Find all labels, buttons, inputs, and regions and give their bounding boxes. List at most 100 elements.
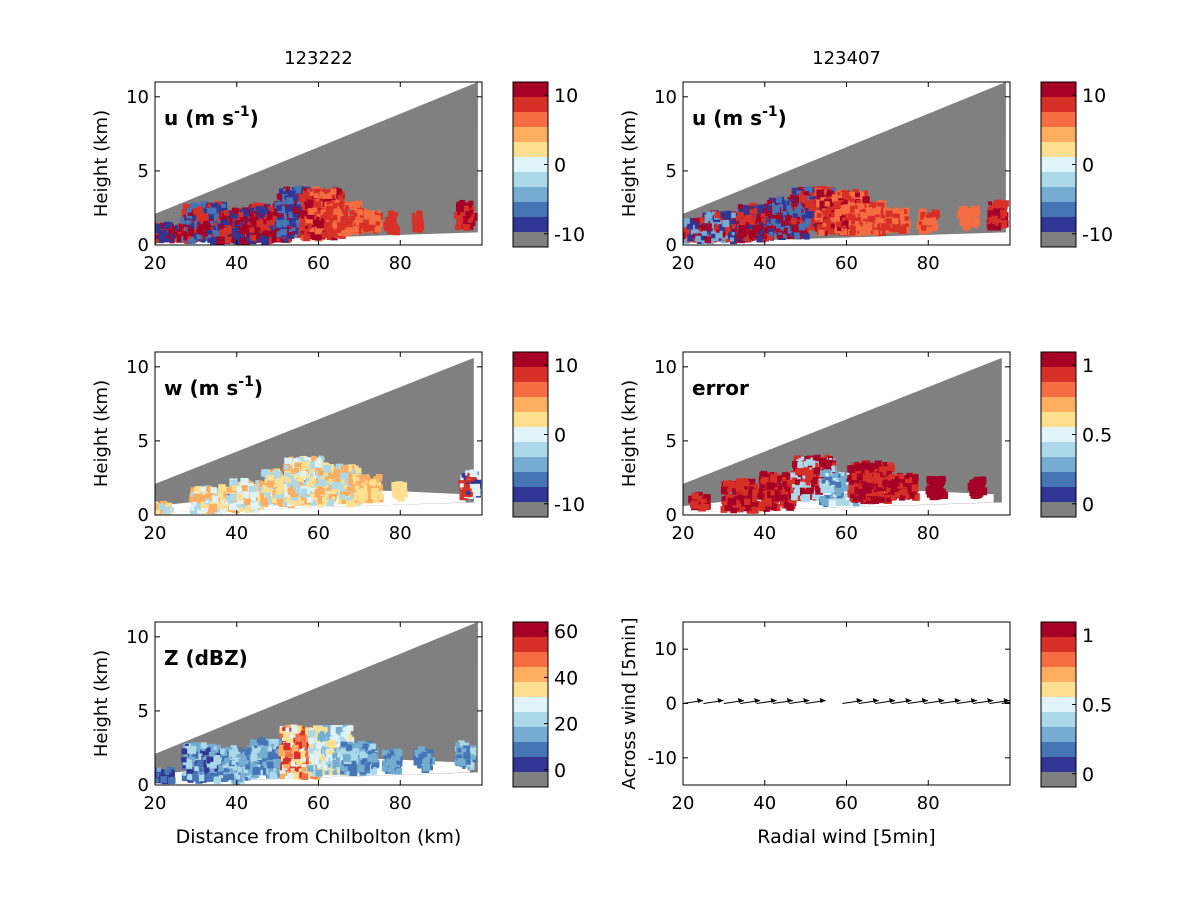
colorbar-band [513,232,548,248]
colorbar-tick-label: 0 [554,760,566,782]
colorbar-tick-label: 0.5 [1082,695,1112,717]
colorbar-band [513,142,548,158]
colorbar-band [1041,712,1076,728]
y-tick-label: 10 [126,87,149,108]
wind-arrow-head [856,698,863,703]
wind-arrow-head [938,698,945,703]
panel-label-main: error [692,376,749,400]
colorbar-band [513,442,548,458]
panel-label-main: u (m s [692,106,762,130]
panel-label-close: ) [250,106,259,130]
plot-area [155,357,482,515]
colorbar-band [513,367,548,383]
x-axis-label: Distance from Chilbolton (km) [176,826,462,848]
echo-cell [391,481,409,502]
colorbar-band [1041,412,1076,428]
plot-area [683,357,1002,514]
colorbar-band [1041,217,1076,233]
panel-label-close: ) [254,376,263,400]
colorbar-band [513,742,548,758]
panel-label-main: u (m s [164,106,234,130]
panel-w-123222: 20 40 60 80 0 5 10 Height (km) w (m s-1) 10 0 -10 [91,351,585,544]
echo-cell [155,221,183,245]
colorbar-band [1041,502,1076,518]
wind-arrow-head [737,698,744,703]
colorbar-band [513,172,548,188]
colorbar-band [513,412,548,428]
echo-cell [916,208,940,235]
echo-cell [413,746,436,773]
colorbar-band [513,382,548,398]
scan-wedge [683,82,1006,243]
colorbar-tick-label: 0 [1082,155,1094,177]
panel-u-123407: 123407 20 40 60 80 0 5 10 Height (km) u (m s-1) 10… [619,48,1113,274]
colorbar: 10 0 -10 [512,81,585,248]
colorbar-band [513,727,548,743]
colorbar-band [1041,472,1076,488]
colorbar-band [513,82,548,98]
colorbar-tick-label: -10 [554,494,585,516]
colorbar-band [1041,742,1076,758]
colorbar-band [513,457,548,473]
colorbar-band [513,712,548,728]
y-tick-label: 10 [654,357,677,378]
colorbar-band [1041,487,1076,503]
colorbar-band [1041,82,1076,98]
x-tick-label: 40 [753,253,776,274]
x-tick-label: 60 [307,523,330,544]
echo-cell [967,476,988,499]
colorbar-band [1041,652,1076,668]
scan-wedge [155,622,478,783]
echo-cell [225,477,265,514]
panel-label-main: w (m s [164,376,238,400]
colorbar-band [513,682,548,698]
colorbar-band [1041,112,1076,128]
colorbar-band [513,187,548,203]
x-tick-label: 80 [389,523,412,544]
plot-area [155,622,478,785]
echo-cell [957,205,981,231]
colorbar-band [1041,97,1076,113]
y-tick-label: 0 [666,694,677,715]
echo-cell [986,199,1009,231]
colorbar-band [1041,457,1076,473]
colorbar: 10.50 [1040,621,1112,788]
y-tick-label: -10 [648,748,677,769]
x-tick-label: 60 [307,253,330,274]
colorbar-band [513,652,548,668]
colorbar-tick-label: 1 [1082,355,1094,377]
colorbar-tick-label: 40 [554,667,578,689]
colorbar-band [513,637,548,653]
x-tick-label: 40 [753,523,776,544]
y-tick-label: 5 [138,161,149,182]
colorbar-tick-label: 0 [1082,494,1094,516]
y-tick-label: 0 [666,505,677,526]
x-tick-label: 80 [917,253,940,274]
panel-label: Z (dBZ) [164,646,248,670]
y-tick-label: 5 [138,431,149,452]
colorbar-band [1041,427,1076,443]
colorbar-band [1041,232,1076,248]
colorbar-band [513,502,548,518]
echo-cell [181,742,228,784]
colorbar-band [1041,442,1076,458]
colorbar-band [513,472,548,488]
colorbar-tick-label: 0 [554,425,566,447]
colorbar-band [513,127,548,143]
colorbar-tick-label: 10 [554,355,578,377]
wind-arrow-head [819,698,826,703]
echo-cell [411,210,425,233]
x-tick-label: 20 [672,793,695,814]
x-tick-label: 20 [144,523,167,544]
colorbar-band [513,397,548,413]
wind-arrow-head [1016,698,1022,703]
colorbar-band [1041,187,1076,203]
colorbar-band [1041,127,1076,143]
colorbar: 10 0 -10 [512,351,585,518]
echo-cell [736,202,777,243]
echo-cell [880,207,912,234]
y-tick-label: 0 [138,505,149,526]
wind-arrow-head [803,698,810,703]
x-tick-label: 40 [753,793,776,814]
colorbar-band [513,112,548,128]
